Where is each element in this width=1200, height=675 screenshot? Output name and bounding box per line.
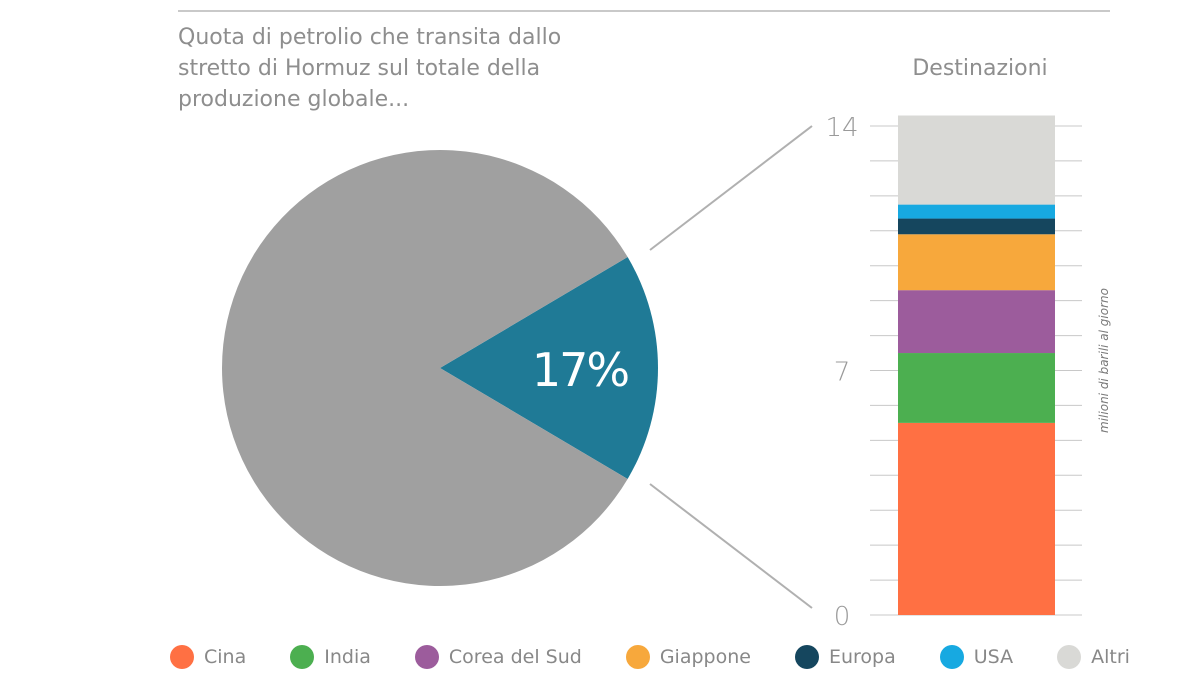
y-tick-label: 14 bbox=[825, 113, 858, 143]
legend-label: Europa bbox=[828, 646, 896, 668]
legend-label: Altri bbox=[1091, 646, 1130, 668]
legend-swatch bbox=[170, 645, 194, 669]
title-line-2: stretto di Hormuz sul totale della bbox=[178, 56, 541, 81]
bar-segment-usa bbox=[898, 204, 1055, 219]
legend-item: Europa bbox=[794, 645, 896, 669]
legend-swatch bbox=[1057, 645, 1082, 669]
legend-item: Cina bbox=[170, 645, 246, 669]
legend: Cina India Corea del Sud Giappone Europa USA A… bbox=[170, 645, 1130, 669]
legend-item: USA bbox=[939, 645, 1014, 669]
stacked-bar-chart: 0 7 14 milioni di barili al giorno bbox=[825, 113, 1111, 632]
legend-swatch bbox=[625, 645, 650, 669]
legend-label: Giappone bbox=[659, 646, 751, 668]
chart-title: Quota di petrolio che transita dallo str… bbox=[178, 22, 658, 115]
connector-line-bottom bbox=[649, 483, 813, 609]
pie-slice-rest bbox=[221, 149, 628, 586]
y-tick-label: 7 bbox=[834, 358, 851, 388]
pie-slice-share bbox=[440, 257, 658, 479]
legend-item: India bbox=[290, 645, 371, 669]
destinations-title: Destinazioni bbox=[912, 56, 1048, 81]
legend-swatch bbox=[290, 645, 315, 669]
title-line-3: produzione globale... bbox=[178, 87, 410, 112]
legend-swatch bbox=[939, 645, 964, 669]
legend-label: Corea del Sud bbox=[448, 646, 582, 668]
legend-label: Cina bbox=[204, 646, 247, 668]
legend-item: Corea del Sud bbox=[414, 645, 582, 669]
legend-item: Giappone bbox=[625, 645, 751, 669]
y-tick-label: 0 bbox=[834, 602, 851, 632]
y-axis-label: milioni di barili al giorno bbox=[1097, 288, 1111, 433]
bar-segment-altri bbox=[898, 115, 1055, 205]
bar-segment-giappone bbox=[898, 234, 1055, 291]
top-divider bbox=[178, 10, 1110, 12]
connector-lines bbox=[649, 125, 813, 609]
pie-share-label: 17% bbox=[532, 343, 629, 397]
legend-label: USA bbox=[973, 646, 1014, 668]
legend-item: Altri bbox=[1057, 645, 1130, 669]
legend-label: India bbox=[324, 646, 371, 668]
pie-chart: 17% bbox=[221, 149, 658, 586]
legend-swatch bbox=[414, 645, 439, 669]
legend-swatch bbox=[794, 645, 819, 669]
bar-segment-india bbox=[898, 353, 1055, 423]
bar-segment-europa bbox=[898, 218, 1055, 235]
bar-segment-cina bbox=[898, 422, 1055, 615]
bar-segment-corea-del-sud bbox=[898, 290, 1055, 354]
title-line-1: Quota di petrolio che transita dallo bbox=[178, 25, 562, 50]
connector-line-top bbox=[649, 125, 813, 251]
